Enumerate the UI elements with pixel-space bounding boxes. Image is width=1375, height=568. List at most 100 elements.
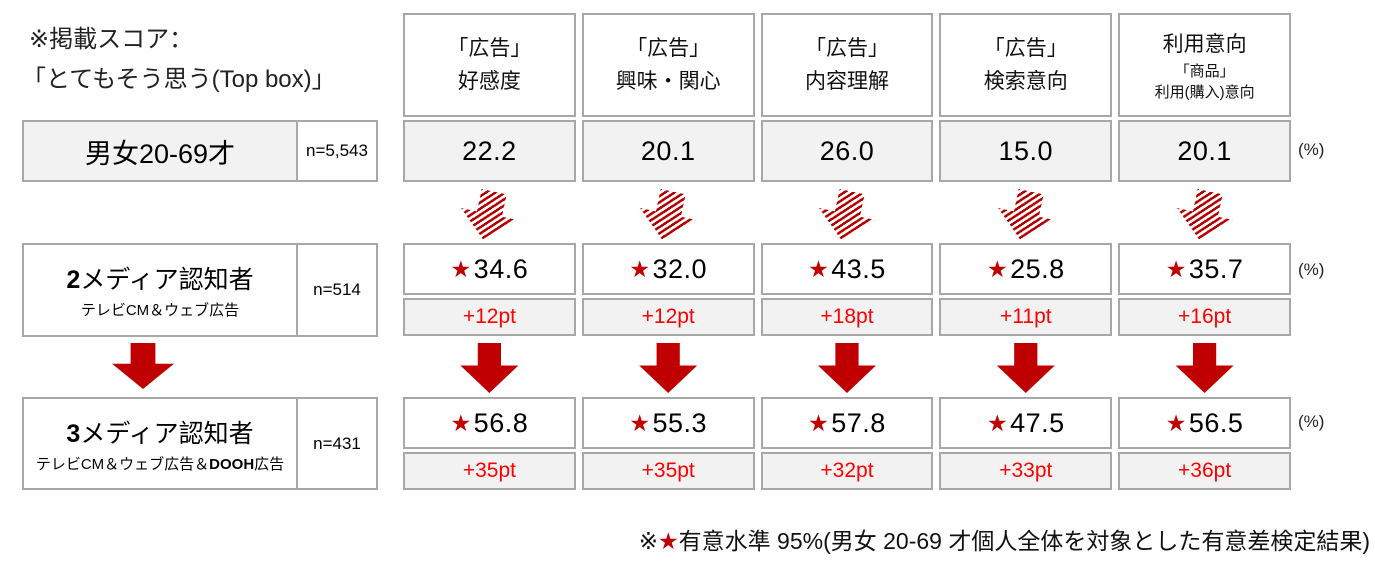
score-note-line2: 「とてもそう思う(Top box)」 xyxy=(22,66,336,93)
media-count: 3 xyxy=(66,419,81,448)
header-line: 「広告」 xyxy=(626,37,711,60)
score-cell: ★ 56.8 xyxy=(403,397,576,449)
sample-size-3media: n=431 xyxy=(296,399,376,488)
header-line: 「商品」 xyxy=(1174,62,1235,80)
row-label-suffix: メディア認知者 xyxy=(80,266,254,294)
significance-star-icon: ★ xyxy=(658,528,679,554)
down-arrow-solid-icon xyxy=(460,343,519,393)
significance-star-icon: ★ xyxy=(450,255,472,282)
score-cell: 20.1 xyxy=(581,120,755,182)
significance-star-icon: ★ xyxy=(986,409,1009,436)
footnote-mark: ※ xyxy=(638,528,659,554)
down-arrow-solid-icon xyxy=(996,343,1055,393)
footnote-text: 有意水準 95%(男女 20-69 才個人全体を対象とした有意差検定結果) xyxy=(678,528,1370,554)
score-cell: 22.2 xyxy=(403,120,576,182)
significance-star-icon: ★ xyxy=(808,409,830,436)
score-note: ※掲載スコア： 「とてもそう思う(Top box)」 xyxy=(22,20,336,100)
down-arrow-solid-icon xyxy=(817,343,876,393)
score-value: 26.0 xyxy=(819,135,875,166)
header-line: 利用(購入)意向 xyxy=(1154,83,1255,101)
header-line: 内容理解 xyxy=(804,70,889,93)
row-label-3media: 3メディア認知者 テレビCM＆ウェブ広告＆DOOH広告 n=431 xyxy=(22,397,378,490)
row-label-text: 3メディア認知者 xyxy=(66,414,253,450)
row-label-2media-main: 2メディア認知者 テレビCM＆ウェブ広告 xyxy=(24,245,296,335)
row-label-text: 2メディア認知者 xyxy=(66,260,253,296)
header-line: 「広告」 xyxy=(983,37,1068,60)
row-label-total-main: 男女20-69才 xyxy=(24,122,296,180)
down-arrow-striped-icon xyxy=(992,186,1059,247)
score-column: ★ 47.5 +33pt xyxy=(939,397,1113,490)
score-column: ★ 32.0 +12pt xyxy=(581,243,755,336)
column-header-ad-likability: 「広告」 好感度 xyxy=(403,13,576,117)
score-column: ★ 56.8 +35pt xyxy=(403,397,576,490)
percent-unit-label: (%) xyxy=(1298,140,1325,159)
solid-arrow-row xyxy=(403,343,1291,393)
score-value: 35.7 xyxy=(1188,253,1244,284)
row-sublabel: テレビCM＆ウェブ広告＆DOOH広告 xyxy=(36,453,284,474)
score-value: 34.6 xyxy=(473,253,529,284)
score-value: 20.1 xyxy=(640,135,696,166)
column-header-ad-interest: 「広告」 興味・関心 xyxy=(581,13,755,117)
score-cell: ★ 57.8 xyxy=(760,397,934,449)
delta-cell: +12pt xyxy=(581,298,755,336)
significance-footnote: ※★有意水準 95%(男女 20-69 才個人全体を対象とした有意差検定結果) xyxy=(639,522,1370,556)
down-arrow-solid-icon xyxy=(639,343,698,393)
score-column: ★ 43.5 +18pt xyxy=(760,243,934,336)
header-line: 「広告」 xyxy=(804,37,889,60)
score-value: 22.2 xyxy=(462,135,517,166)
down-arrow-striped-icon xyxy=(1171,186,1238,247)
delta-cell: +12pt xyxy=(403,298,576,336)
down-arrow-striped-icon xyxy=(456,186,523,247)
row-label-3media-main: 3メディア認知者 テレビCM＆ウェブ広告＆DOOH広告 xyxy=(24,399,296,488)
delta-cell: +18pt xyxy=(760,298,934,336)
score-column: ★ 57.8 +32pt xyxy=(760,397,934,490)
score-column: ★ 34.6 +12pt xyxy=(403,243,576,336)
score-column: ★ 25.8 +11pt xyxy=(939,243,1113,336)
header-line: 好感度 xyxy=(457,70,521,93)
score-cell: 20.1 xyxy=(1118,120,1291,182)
down-arrow-striped-icon xyxy=(635,186,702,247)
down-arrow-solid-icon xyxy=(112,343,174,389)
percent-unit-label: (%) xyxy=(1298,260,1325,279)
score-value: 56.8 xyxy=(473,407,529,438)
score-value: 57.8 xyxy=(831,407,886,438)
score-value: 43.5 xyxy=(831,253,886,284)
delta-cell: +32pt xyxy=(760,452,934,490)
header-line: 検索意向 xyxy=(983,70,1068,93)
score-cell: ★ 32.0 xyxy=(581,243,755,295)
score-value: 56.5 xyxy=(1188,407,1244,438)
score-cell: ★ 25.8 xyxy=(939,243,1113,295)
score-value: 15.0 xyxy=(998,135,1054,166)
delta-cell: +11pt xyxy=(939,298,1113,336)
row-label-total: 男女20-69才 n=5,543 xyxy=(22,120,378,182)
significance-star-icon: ★ xyxy=(986,255,1009,282)
significance-star-icon: ★ xyxy=(1165,409,1187,436)
row-label-2media: 2メディア認知者 テレビCM＆ウェブ広告 n=514 xyxy=(22,243,378,337)
score-value: 55.3 xyxy=(652,407,708,438)
delta-cell: +35pt xyxy=(403,452,576,490)
row-label-text: 男女20-69才 xyxy=(84,138,236,169)
media-count: 2 xyxy=(66,266,81,294)
score-cell: 26.0 xyxy=(760,120,934,182)
score-value: 32.0 xyxy=(652,253,708,284)
score-row-2media: ★ 34.6 +12pt ★ 32.0 +12pt ★ 43.5 +18pt ★ 25.… xyxy=(403,243,1291,336)
score-cell: ★ 43.5 xyxy=(760,243,934,295)
delta-cell: +36pt xyxy=(1118,452,1291,490)
delta-cell: +33pt xyxy=(939,452,1113,490)
delta-cell: +35pt xyxy=(581,452,755,490)
score-column: ★ 55.3 +35pt xyxy=(581,397,755,490)
down-arrow-striped-icon xyxy=(813,186,880,247)
striped-arrow-row xyxy=(403,190,1291,242)
significance-star-icon: ★ xyxy=(629,409,651,436)
score-cell: ★ 47.5 xyxy=(939,397,1113,449)
sample-size-2media: n=514 xyxy=(296,245,376,335)
delta-cell: +16pt xyxy=(1118,298,1291,336)
significance-star-icon: ★ xyxy=(629,255,651,282)
column-header-usage-intent: 利用意向 「商品」 利用(購入)意向 xyxy=(1118,13,1291,117)
row-label-suffix: メディア認知者 xyxy=(80,419,254,448)
row-sublabel-post: 広告 xyxy=(254,455,285,473)
score-value: 47.5 xyxy=(1010,407,1065,438)
down-arrow-solid-icon xyxy=(1175,343,1234,393)
column-header-ad-comprehension: 「広告」 内容理解 xyxy=(760,13,934,117)
